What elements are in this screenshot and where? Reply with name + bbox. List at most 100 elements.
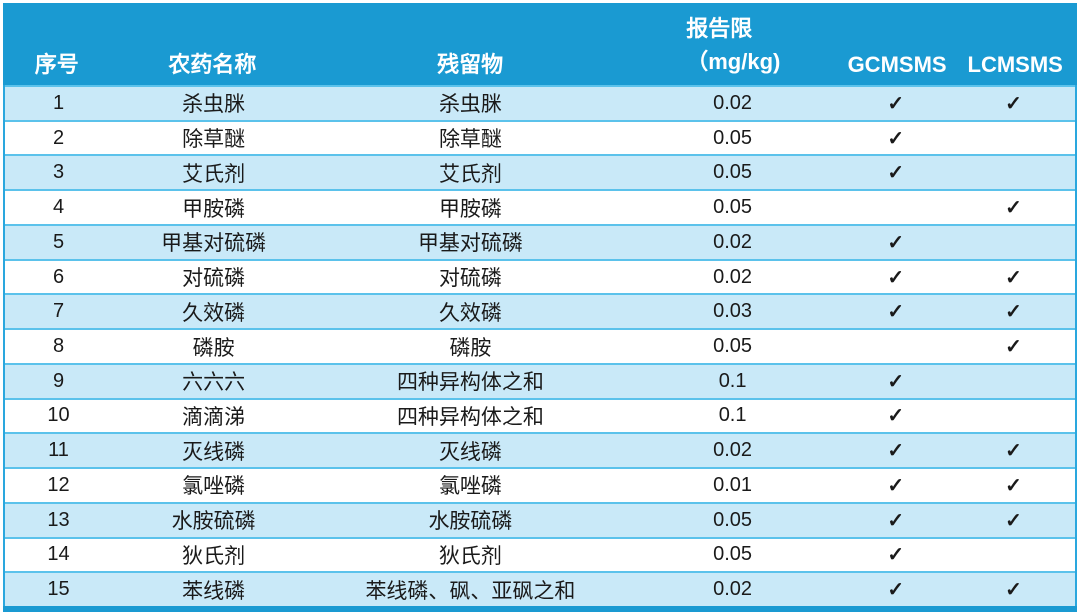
row-index-cell: 2 (52, 126, 65, 149)
report-limit-cell: 0.05 (713, 196, 753, 219)
pesticide-name-cell: 氯唑磷 (182, 474, 246, 499)
residue-cell: 对硫磷 (438, 266, 502, 291)
report-limit-cell: 0.02 (713, 439, 753, 462)
gcmsms-check-cell: ✓ (887, 544, 905, 567)
column-header-residue-label: 残留物 (437, 51, 504, 77)
gcmsms-check-cell: ✓ (887, 579, 905, 602)
gcmsms-check-cell: ✓ (887, 440, 905, 463)
residue-cell: 氯唑磷 (438, 474, 502, 499)
table-row: 4 甲胺磷 甲胺磷 0.05 ✓ (5, 189, 1075, 224)
report-limit-cell: 0.05 (713, 508, 753, 531)
report-limit-label-line2: （mg/kg) (686, 49, 781, 74)
row-index-cell: 13 (47, 508, 70, 531)
residue-cell: 甲基对硫磷 (417, 231, 523, 256)
row-index-cell: 7 (52, 300, 65, 323)
residue-cell: 艾氏剂 (438, 161, 502, 186)
residue-cell: 除草醚 (438, 127, 502, 152)
residue-cell: 四种异构体之和 (396, 404, 544, 429)
row-index-cell: 5 (52, 230, 65, 253)
table-header-row: 序号 农药名称 残留物 报告限 （mg/kg) GCMSMS LCMSMS (3, 3, 1077, 85)
report-limit-cell: 0.1 (718, 369, 747, 392)
residue-cell: 狄氏剂 (438, 543, 502, 568)
gcmsms-check-cell: ✓ (887, 405, 905, 428)
lcmsms-check-cell: ✓ (1005, 579, 1022, 602)
pesticide-name-cell: 对硫磷 (182, 266, 246, 291)
lcmsms-check-cell: ✓ (1005, 92, 1022, 115)
table-row: 12 氯唑磷 氯唑磷 0.01 ✓ ✓ (5, 467, 1075, 502)
row-index-cell: 3 (52, 161, 65, 184)
table-row: 5 甲基对硫磷 甲基对硫磷 0.02 ✓ (5, 223, 1075, 259)
residue-cell: 甲胺磷 (438, 196, 502, 221)
report-limit-cell: 0.02 (713, 230, 753, 253)
gcmsms-check-cell: ✓ (887, 92, 905, 115)
lcmsms-check-cell: ✓ (1005, 266, 1022, 289)
table-row: 11 灭线磷 灭线磷 0.02 ✓ ✓ (5, 432, 1075, 468)
table-bottom-border (3, 606, 1077, 612)
column-header-pesticide: 农药名称 (110, 51, 314, 79)
pesticide-name-cell: 甲基对硫磷 (161, 231, 267, 256)
table-row: 7 久效磷 久效磷 0.03 ✓ ✓ (5, 293, 1075, 329)
table-body: 1 杀虫脒 杀虫脒 0.02 ✓ ✓ 2 除草醚 除草醚 0.05 ✓ 3 艾氏… (3, 85, 1077, 607)
row-index-cell: 9 (52, 369, 65, 392)
pesticide-name-cell: 狄氏剂 (182, 543, 246, 568)
gcmsms-check-cell: ✓ (887, 127, 905, 150)
report-limit-cell: 0.1 (718, 404, 747, 427)
report-limit-cell: 0.05 (713, 335, 753, 357)
pesticide-limits-table: 序号 农药名称 残留物 报告限 （mg/kg) GCMSMS LCMSMS (3, 3, 1077, 612)
row-index-cell: 11 (48, 439, 69, 462)
report-limit-label-line1: 报告限 (686, 16, 753, 41)
row-index-cell: 14 (47, 543, 70, 566)
residue-cell: 四种异构体之和 (396, 370, 544, 395)
lcmsms-check-cell: ✓ (1005, 336, 1022, 358)
lcmsms-check-cell: ✓ (1005, 474, 1022, 497)
pesticide-name-cell: 艾氏剂 (182, 161, 246, 186)
column-header-lcmsms: LCMSMS (953, 51, 1077, 79)
gcmsms-check-cell: ✓ (887, 301, 905, 324)
pesticide-name-cell: 滴滴涕 (182, 404, 246, 429)
column-header-index-label: 序号 (34, 51, 79, 77)
column-header-gcmsms-label: GCMSMS (847, 51, 947, 77)
table-row: 2 除草醚 除草醚 0.05 ✓ (5, 119, 1075, 155)
table-row: 8 磷胺 磷胺 0.05 ✓ (5, 328, 1075, 363)
residue-cell: 杀虫脒 (438, 92, 502, 117)
pesticide-name-cell: 久效磷 (182, 300, 246, 325)
gcmsms-check-cell: ✓ (887, 370, 905, 393)
column-header-report-limit-lines: 报告限 （mg/kg) (686, 12, 780, 78)
report-limit-cell: 0.02 (713, 91, 753, 114)
pesticide-name-cell: 六六六 (182, 370, 246, 395)
column-header-index: 序号 (3, 51, 110, 79)
row-index-cell: 4 (52, 196, 65, 219)
gcmsms-check-cell: ✓ (887, 162, 905, 185)
table-row: 9 六六六 四种异构体之和 0.1 ✓ (5, 362, 1075, 398)
gcmsms-check-cell: ✓ (887, 231, 905, 254)
row-index-cell: 6 (52, 265, 65, 288)
pesticide-name-cell: 甲胺磷 (182, 196, 246, 221)
gcmsms-check-cell: ✓ (887, 266, 905, 289)
report-limit-cell: 0.01 (713, 473, 753, 496)
report-limit-cell: 0.03 (713, 300, 753, 323)
residue-cell: 久效磷 (438, 300, 502, 325)
table-row: 15 苯线磷 苯线磷、砜、亚砜之和 0.02 ✓ ✓ (5, 571, 1075, 607)
lcmsms-check-cell: ✓ (1005, 509, 1022, 532)
report-limit-cell: 0.05 (713, 126, 753, 149)
residue-cell: 灭线磷 (438, 439, 502, 464)
row-index-cell: 15 (47, 578, 70, 601)
table-row: 1 杀虫脒 杀虫脒 0.02 ✓ ✓ (5, 85, 1075, 120)
pesticide-name-cell: 水胺硫磷 (171, 509, 256, 534)
report-limit-cell: 0.02 (713, 578, 753, 601)
pesticide-name-cell: 磷胺 (192, 335, 235, 360)
table-row: 3 艾氏剂 艾氏剂 0.05 ✓ (5, 154, 1075, 190)
row-index-cell: 1 (52, 91, 65, 114)
column-header-pesticide-label: 农药名称 (168, 51, 257, 77)
residue-cell: 磷胺 (449, 335, 492, 360)
report-limit-cell: 0.05 (713, 543, 753, 566)
row-index-cell: 10 (47, 404, 70, 427)
pesticide-name-cell: 苯线磷 (182, 578, 246, 603)
column-header-lcmsms-label: LCMSMS (967, 51, 1063, 77)
residue-cell: 苯线磷、砜、亚砜之和 (365, 578, 576, 603)
report-limit-cell: 0.02 (713, 265, 753, 288)
report-limit-cell: 0.05 (713, 161, 753, 184)
lcmsms-check-cell: ✓ (1005, 301, 1022, 324)
column-header-report-limit: 报告限 （mg/kg) (626, 12, 841, 78)
